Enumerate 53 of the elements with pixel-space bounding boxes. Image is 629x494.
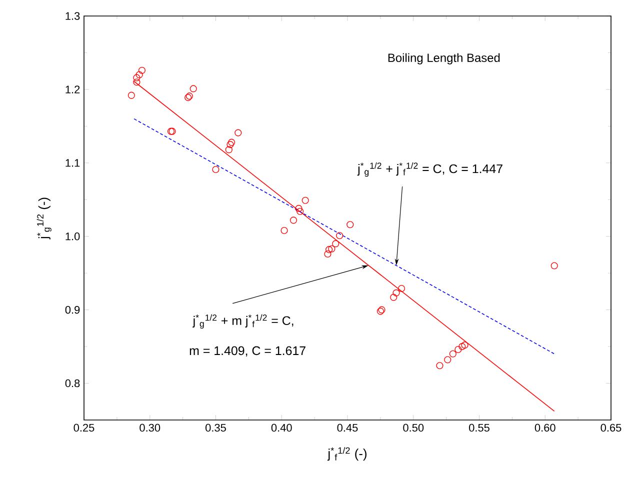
point [190,85,197,92]
x-tick-label: 0.30 [140,424,160,432]
annotation: m = 1.409, C = 1.617 [190,346,306,357]
x-tick-label: 0.40 [271,424,292,432]
point [212,166,220,174]
x-tick-label: 0.65 [600,424,622,432]
y-tick-label: 1.0 [66,232,80,240]
point [280,226,288,234]
x-tick-label: 0.35 [206,424,226,432]
x-tick-label: 0.25 [74,424,94,432]
x-tick-label: 0.60 [534,424,556,432]
point [225,146,232,154]
y-tick-label: 0.9 [65,306,80,314]
x-tick-label: 0.50 [403,424,424,432]
annotation: Boiling Length Based [388,53,500,64]
point [136,71,143,78]
point [228,138,236,146]
point [295,204,302,212]
point [296,208,304,215]
x-tick-label: 0.45 [337,424,358,432]
point [444,356,452,364]
x-tick-label: 0.55 [469,424,490,432]
point [550,262,558,270]
point [324,250,332,258]
point [328,245,336,252]
point [302,196,309,204]
point [346,221,354,228]
y-tick-label: 0.8 [65,379,80,388]
text: j$^{*}$g$^{1/2}$ + j$^{*}$f$^{1/2}$ = C, C = 1.447 [357,162,502,177]
point [326,246,333,254]
point [392,289,400,296]
point [458,343,466,350]
point [390,294,398,301]
point [336,232,344,240]
point [449,350,456,358]
point [128,92,135,99]
point [138,66,146,74]
point [454,346,462,354]
text: j$^{*}$g$^{1/2}$ + m j$^{*}$f$^{1/2}$ = C, [192,314,294,329]
point [133,74,140,82]
point [332,240,340,248]
point [461,342,468,349]
y-tick-label: 1.1 [66,159,80,167]
y-tick-label: 1.3 [66,12,80,20]
point [133,78,140,86]
y-axis-title: j$^{*}$g$^{1/2}$ (-) [36,198,52,240]
point [398,284,406,292]
point [226,141,234,148]
y-tick-label: 1.2 [66,86,80,94]
point [234,129,242,136]
point [436,362,444,370]
x-axis-title: j$^{*}$f$^{1/2}$ (-) [327,447,366,461]
point [290,216,298,224]
